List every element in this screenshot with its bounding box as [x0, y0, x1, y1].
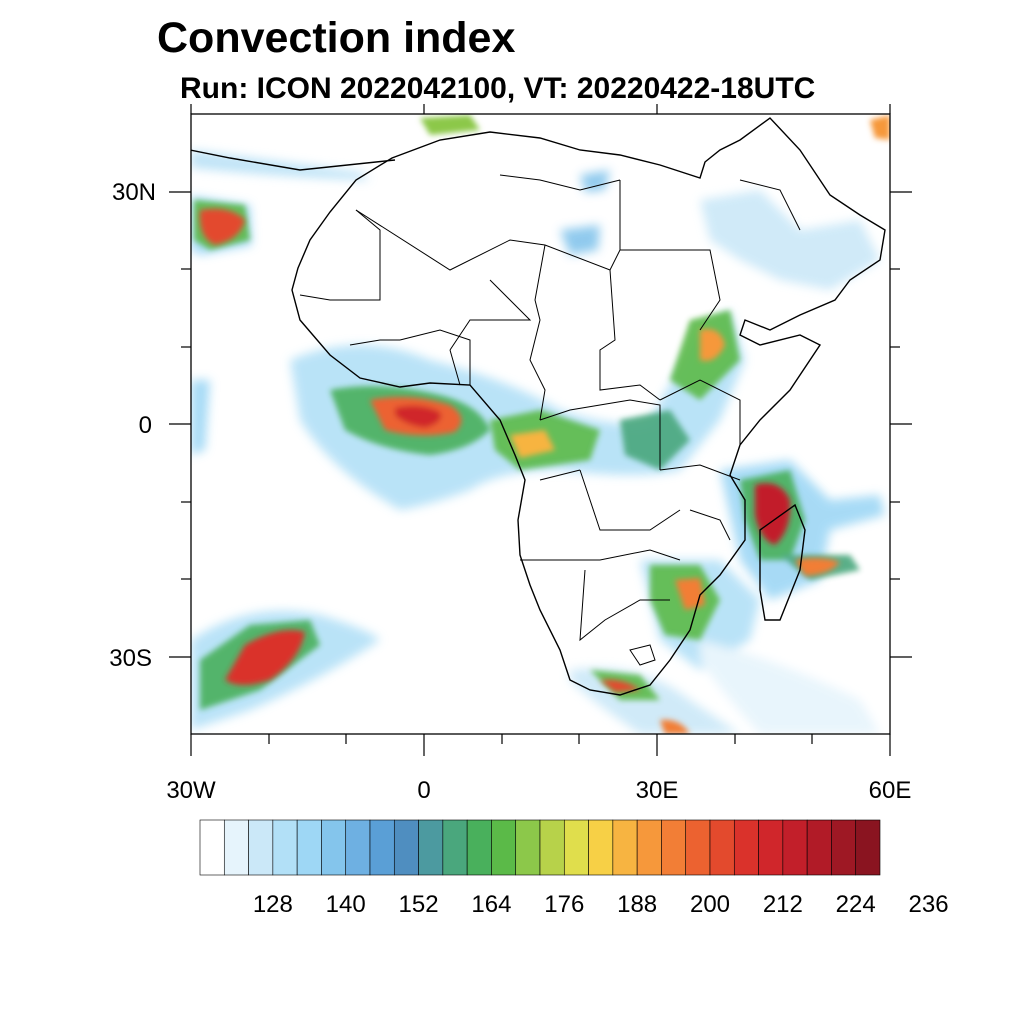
convection-field-core — [199, 115, 890, 734]
colorbar-swatch — [515, 819, 541, 876]
colorbar — [199, 819, 881, 876]
colorbar-swatch — [733, 819, 759, 876]
x-axis-labels: 30W 0 30E 60E — [166, 777, 911, 804]
colorbar-swatch — [321, 819, 347, 876]
colorbar-swatch — [612, 819, 638, 876]
colorbar-swatch — [442, 819, 468, 876]
colorbar-label: 188 — [617, 891, 657, 918]
x-tick-label: 30E — [636, 777, 679, 804]
y-tick-label: 30N — [112, 179, 156, 206]
colorbar-swatch — [685, 819, 711, 876]
colorbar-swatch — [758, 819, 784, 876]
colorbar-swatch — [831, 819, 857, 876]
colorbar-swatch — [855, 819, 881, 876]
colorbar-swatch — [636, 819, 662, 876]
colorbar-swatch — [393, 819, 419, 876]
colorbar-swatch — [539, 819, 565, 876]
colorbar-label: 140 — [326, 891, 366, 918]
colorbar-swatch — [661, 819, 687, 876]
map-subtitle: Run: ICON 2022042100, VT: 20220422-18UTC — [180, 72, 816, 105]
plot-area — [191, 114, 890, 734]
colorbar-swatch — [588, 819, 614, 876]
colorbar-swatch — [369, 819, 395, 876]
colorbar-swatch — [782, 819, 808, 876]
colorbar-swatch — [199, 819, 225, 876]
colorbar-label: 128 — [253, 891, 293, 918]
colorbar-labels: 128 140 152 164 176 188 200 212 224 236 — [253, 891, 949, 918]
colorbar-swatch — [709, 819, 735, 876]
coastlines — [191, 117, 886, 696]
colorbar-label: 176 — [544, 891, 584, 918]
colorbar-label: 152 — [399, 891, 439, 918]
colorbar-label: 236 — [909, 891, 949, 918]
colorbar-swatch — [248, 819, 274, 876]
country-borders — [299, 174, 801, 666]
y-axis-labels: 30N 0 30S — [109, 179, 156, 672]
colorbar-swatch — [345, 819, 371, 876]
y-tick-label: 30S — [109, 645, 152, 672]
colorbar-swatch — [418, 819, 444, 876]
colorbar-swatch — [466, 819, 492, 876]
colorbar-swatch — [806, 819, 832, 876]
colorbar-swatch — [563, 819, 589, 876]
colorbar-label: 224 — [836, 891, 876, 918]
y-tick-label: 0 — [139, 412, 152, 439]
x-tick-label: 30W — [166, 777, 216, 804]
colorbar-swatch — [223, 819, 249, 876]
colorbar-swatch — [272, 819, 298, 876]
colorbar-swatch — [296, 819, 322, 876]
colorbar-swatch — [491, 819, 517, 876]
colorbar-label: 200 — [690, 891, 730, 918]
x-tick-label: 0 — [417, 777, 430, 804]
colorbar-label: 212 — [763, 891, 803, 918]
map-title: Convection index — [157, 14, 516, 62]
axis-ticks — [169, 104, 912, 756]
x-tick-label: 60E — [869, 777, 912, 804]
colorbar-label: 164 — [471, 891, 511, 918]
